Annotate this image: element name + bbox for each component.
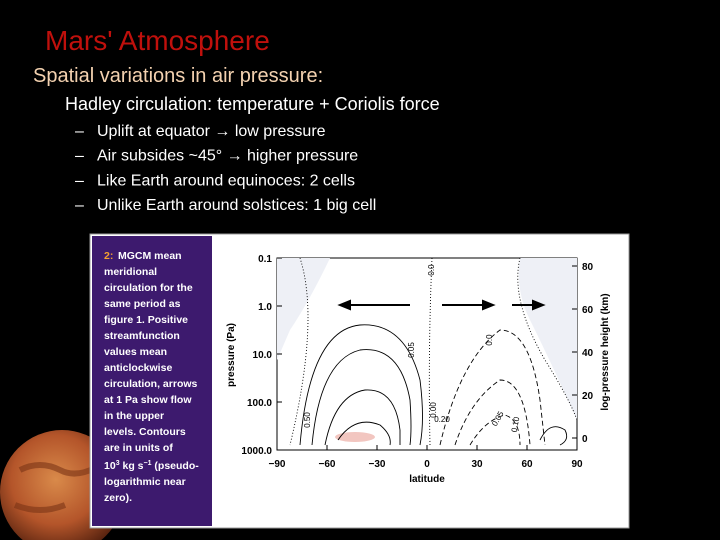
caption-line: MGCM mean (118, 250, 182, 262)
bullet-text: Unlike Earth around solstices: 1 big cel… (97, 197, 376, 214)
y-tick-label: 100.0 (247, 398, 272, 409)
caption: 2: MGCM mean meridional circulation for the… (104, 250, 199, 504)
y2-tick-label: 60 (582, 305, 594, 316)
arrow-head (337, 299, 351, 311)
contour (289, 257, 309, 446)
x-axis-label: latitude (409, 474, 445, 485)
caption-line: logarithmic near (104, 476, 186, 488)
caption-line: meridional (104, 266, 157, 278)
x-tick-label: 90 (571, 459, 583, 470)
x-tick-label: −60 (319, 459, 336, 470)
y2-tick-label: 80 (582, 262, 594, 273)
axes: 0.1 1.0 10.0 100.0 1000.0 80 60 40 20 0 −90 −60 −30 0… (226, 254, 611, 485)
caption-line: are in units of (104, 442, 173, 454)
caption-part: kg s (120, 460, 144, 472)
caption-line: levels. Contours (104, 426, 186, 438)
contour-label: 0.0 (427, 264, 436, 276)
y2-tick-label: 40 (582, 348, 594, 359)
caption-line: circulation for the (104, 282, 193, 294)
shading (335, 432, 375, 442)
caption-line: same period as (104, 298, 181, 310)
y-tick-label: 1.0 (258, 302, 272, 313)
y-tick-label: 1000.0 (241, 446, 272, 457)
x-tick-label: −90 (269, 459, 286, 470)
subtitle: Spatial variations in air pressure: (33, 65, 323, 87)
y-tick-label: 10.0 (253, 350, 273, 361)
caption-line: in the upper (104, 410, 164, 422)
y-tick-label: 0.1 (258, 254, 272, 265)
bullet-dash: – (75, 123, 84, 140)
flow-arrows (337, 299, 546, 311)
caption-line: figure 1. Positive (104, 314, 188, 326)
caption-label: 2: (104, 250, 113, 262)
x-tick-label: 60 (521, 459, 533, 470)
contour (299, 324, 423, 446)
x-tick-label: −30 (369, 459, 386, 470)
bullet-text: Like Earth around equinoces: 2 cells (97, 172, 355, 189)
caption-part: −1 (144, 460, 152, 467)
contour-label: 0.50 (303, 412, 312, 428)
contour-label: 0.20 (434, 415, 450, 424)
contour (517, 257, 578, 421)
arrow-head (482, 299, 496, 311)
bullet-list: – Uplift at equator → low pressure– Air su… (75, 123, 376, 214)
contour (324, 389, 401, 446)
y2-tick-label: 0 (582, 434, 588, 445)
caption-part: 10 (104, 460, 116, 472)
caption-part: (pseudo- (152, 460, 200, 472)
y2-tick-label: 20 (582, 391, 594, 402)
contour (539, 426, 568, 446)
caption-line: 103 kg s−1 (pseudo- (104, 460, 199, 472)
x-tick-label: 0 (424, 459, 430, 470)
caption-line: values mean (104, 346, 167, 358)
caption-line: at 1 Pa show flow (104, 394, 192, 406)
bullet-text: Uplift at equator → low pressure (97, 123, 326, 140)
caption-line: zero). (104, 492, 132, 504)
contour (454, 379, 531, 446)
caption-part: 3 (116, 460, 120, 467)
x-tick-label: 30 (471, 459, 483, 470)
contour (337, 421, 391, 446)
arrow-head (532, 299, 546, 311)
bullet-dash: – (75, 172, 84, 189)
contour-label: 0.00 (429, 402, 438, 418)
figure: 2: MGCM mean meridional circulation for the… (89, 233, 630, 529)
slide-title: Mars' Atmosphere (45, 25, 270, 56)
bullet-dash: – (75, 148, 84, 165)
contour-label: 0.0 (485, 334, 494, 346)
caption-line: anticlockwise (104, 362, 172, 374)
bullet-text: Air subsides ~45° → higher pressure (97, 148, 358, 165)
mars-feature (13, 462, 97, 513)
heading: Hadley circulation: temperature + Coriol… (65, 94, 440, 114)
y-axis-label: pressure (Pa) (226, 323, 237, 387)
caption-line: streamfunction (104, 330, 180, 342)
shading (518, 258, 577, 420)
caption-panel (92, 236, 212, 526)
bullet-dash: – (75, 197, 84, 214)
contours (289, 257, 578, 446)
contour (311, 349, 412, 446)
shading (277, 258, 330, 360)
contour (439, 329, 546, 446)
contour-label: 0.05 (407, 342, 416, 358)
contour-label: 0.10 (510, 416, 522, 433)
y2-axis-label: log-pressure height (km) (600, 293, 611, 410)
caption-line: circulation, arrows (104, 378, 198, 390)
